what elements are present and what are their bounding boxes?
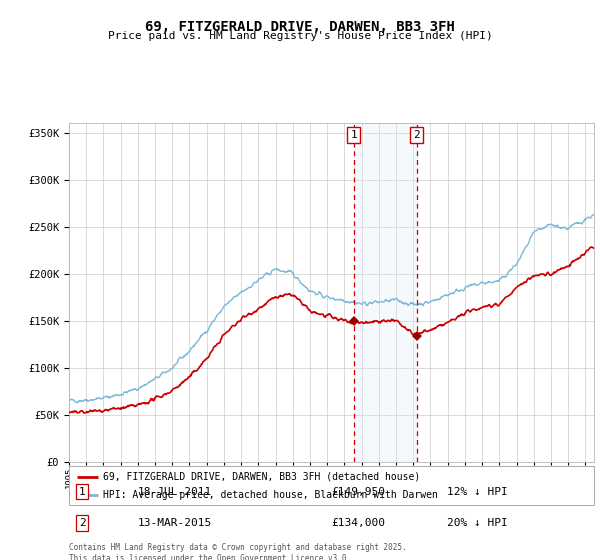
- Text: 20% ↓ HPI: 20% ↓ HPI: [447, 518, 508, 528]
- Text: 18-JUL-2011: 18-JUL-2011: [137, 487, 212, 497]
- Text: £149,950: £149,950: [331, 487, 386, 497]
- Text: Contains HM Land Registry data © Crown copyright and database right 2025.
This d: Contains HM Land Registry data © Crown c…: [69, 543, 407, 560]
- Text: 2: 2: [79, 518, 86, 528]
- Text: 69, FITZGERALD DRIVE, DARWEN, BB3 3FH: 69, FITZGERALD DRIVE, DARWEN, BB3 3FH: [145, 20, 455, 34]
- Text: HPI: Average price, detached house, Blackburn with Darwen: HPI: Average price, detached house, Blac…: [103, 491, 438, 500]
- Text: Price paid vs. HM Land Registry's House Price Index (HPI): Price paid vs. HM Land Registry's House …: [107, 31, 493, 41]
- Text: 13-MAR-2015: 13-MAR-2015: [137, 518, 212, 528]
- Text: £134,000: £134,000: [331, 518, 386, 528]
- Text: 1: 1: [79, 487, 86, 497]
- Text: 12% ↓ HPI: 12% ↓ HPI: [447, 487, 508, 497]
- Text: 2: 2: [413, 130, 420, 140]
- Text: 69, FITZGERALD DRIVE, DARWEN, BB3 3FH (detached house): 69, FITZGERALD DRIVE, DARWEN, BB3 3FH (d…: [103, 472, 421, 482]
- Text: 1: 1: [350, 130, 357, 140]
- Bar: [354, 123, 416, 462]
